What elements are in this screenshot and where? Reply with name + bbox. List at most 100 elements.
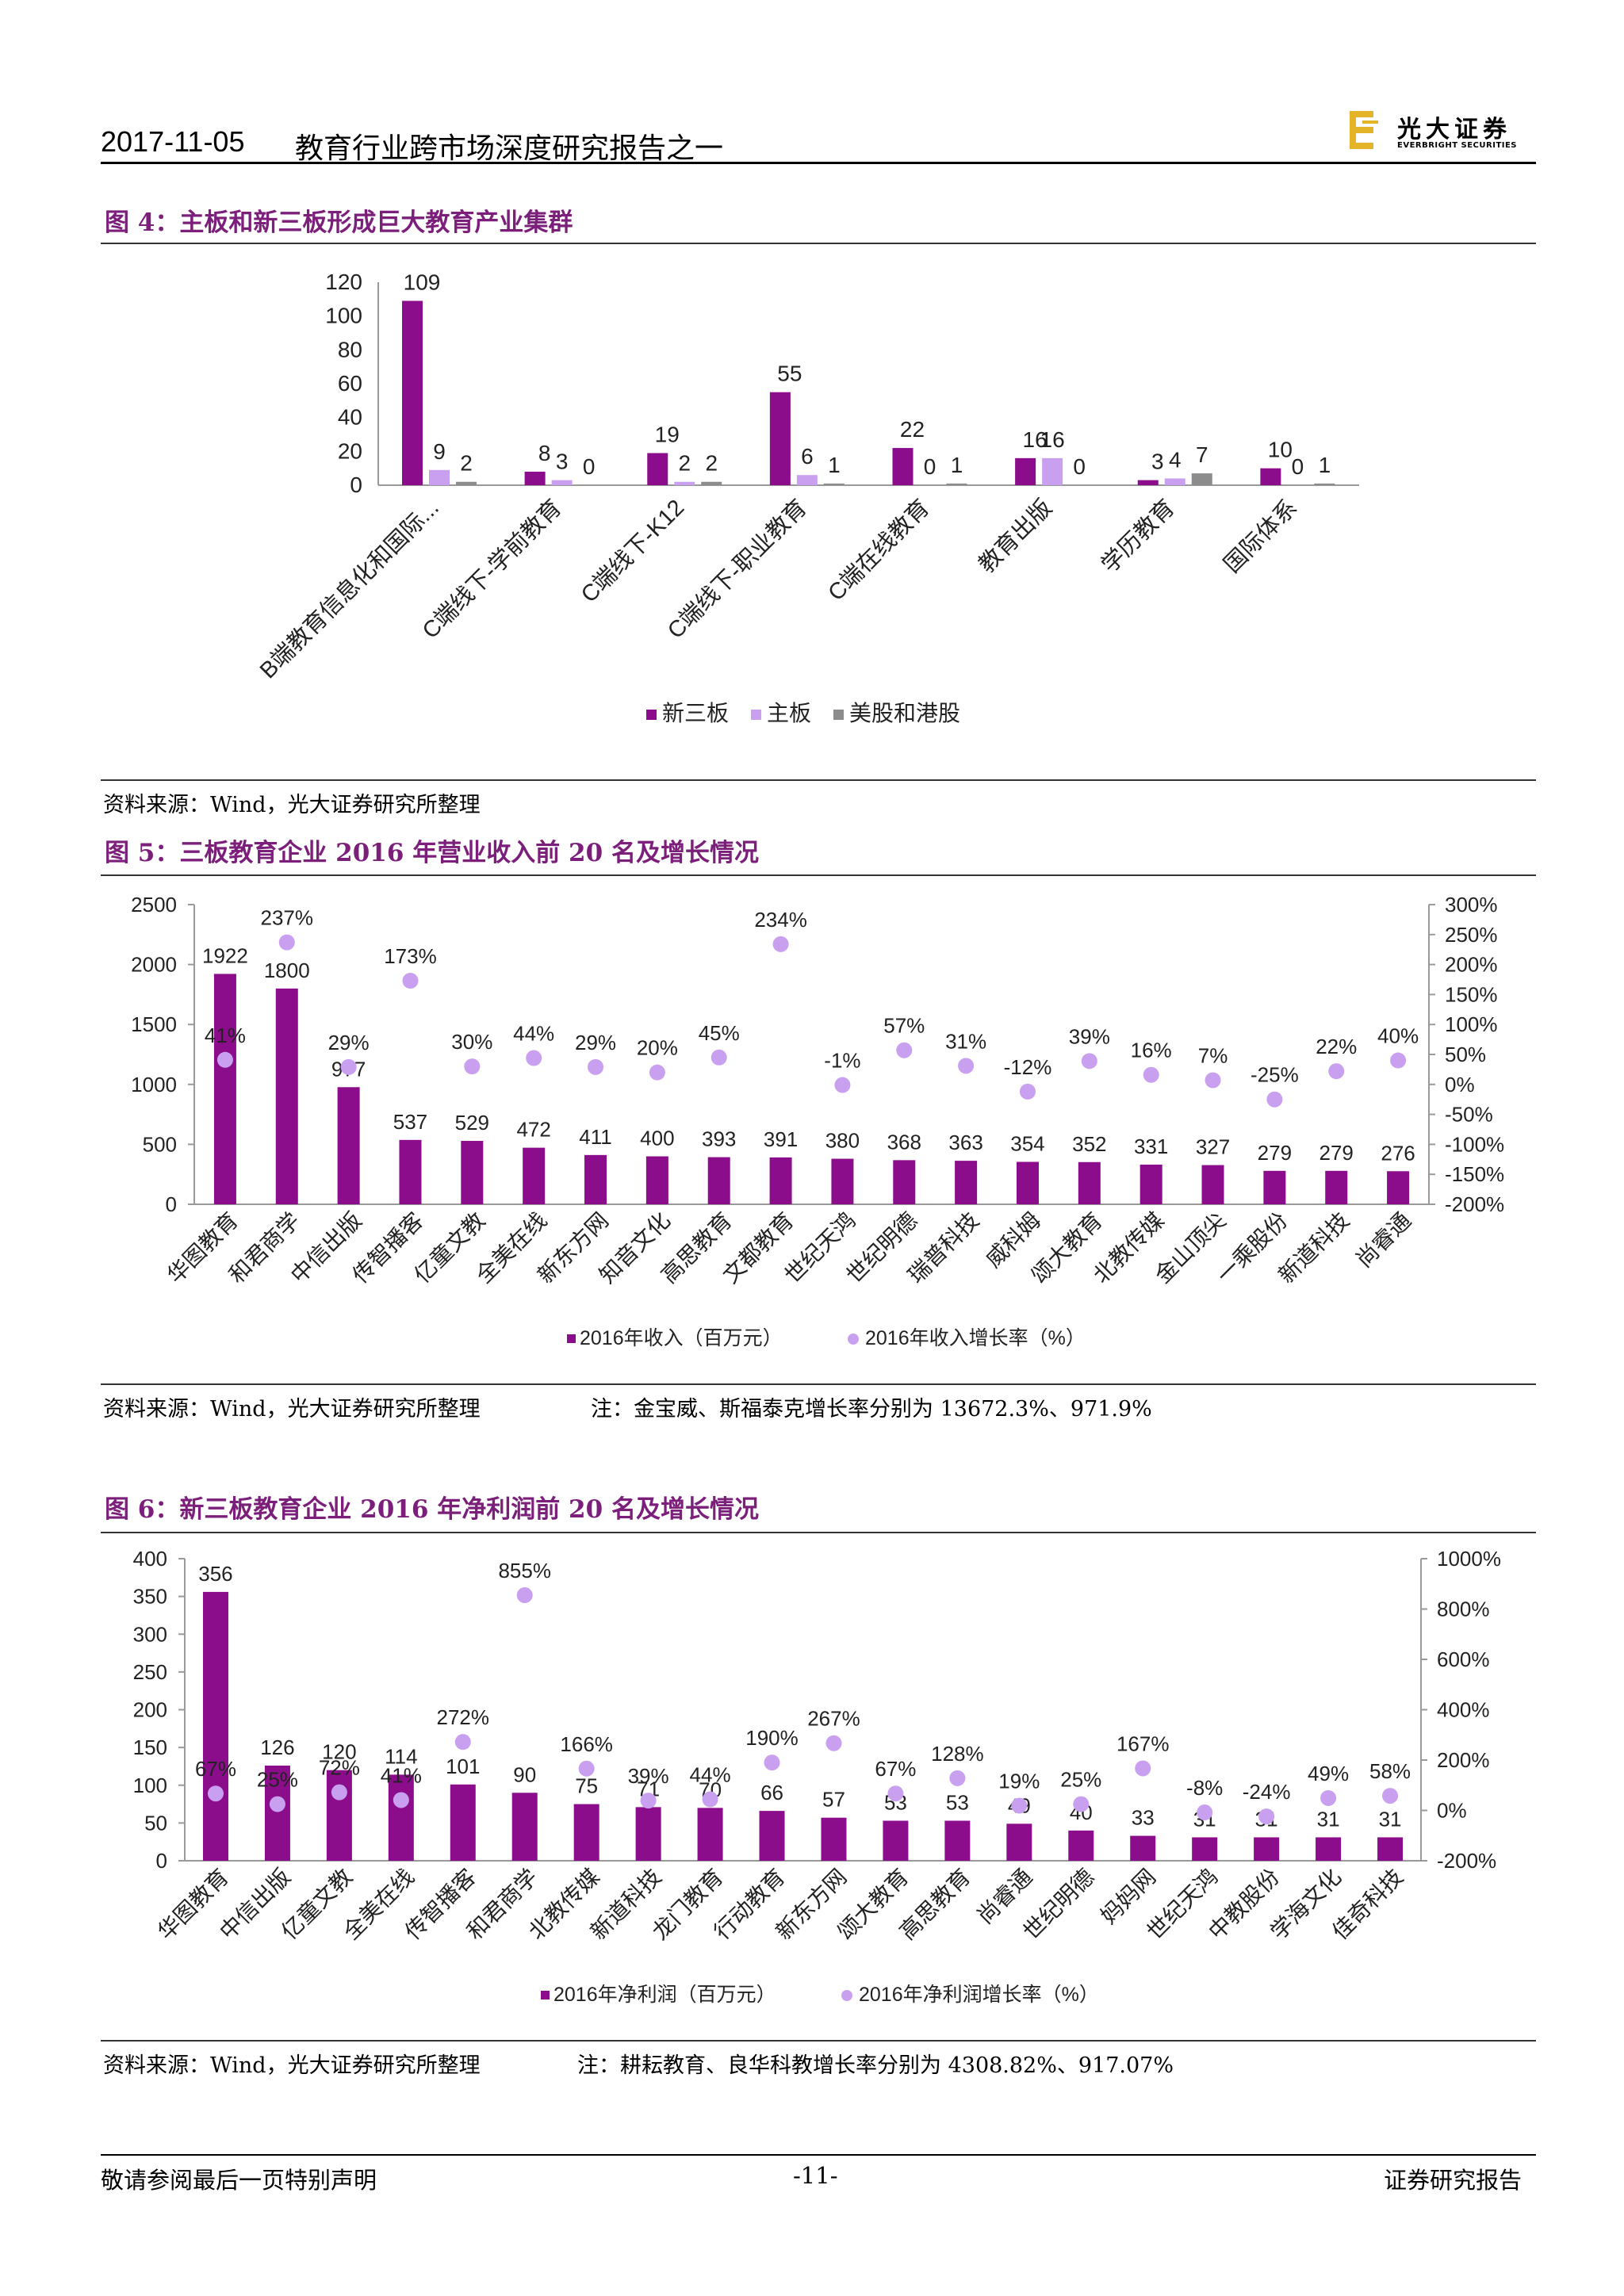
rate-point: [1073, 1796, 1090, 1812]
data-label: 0: [1073, 454, 1086, 479]
bar: [1260, 468, 1281, 485]
bar: [893, 1160, 916, 1204]
figure-6-top-rule: [101, 1532, 1536, 1533]
y-tick-label: 0: [156, 1849, 167, 1873]
rate-point: [207, 1785, 224, 1802]
rate-label: 128%: [931, 1742, 984, 1766]
x-tick-label: 尚睿通: [1351, 1207, 1415, 1272]
y2-tick-label: 50%: [1445, 1043, 1486, 1066]
data-label: 120: [322, 1740, 356, 1764]
rate-label: 67%: [195, 1757, 236, 1781]
figure-6-bottom-rule: [101, 2040, 1536, 2042]
rate-point: [1382, 1788, 1399, 1804]
rate-label: 44%: [513, 1022, 554, 1046]
y2-tick-label: 150%: [1445, 982, 1498, 1006]
rate-point: [1205, 1072, 1221, 1089]
rate-label: 190%: [745, 1726, 799, 1750]
y-tick-label: 300: [133, 1622, 167, 1646]
rate-point: [702, 1791, 718, 1808]
bar: [461, 1141, 484, 1204]
rate-point: [887, 1785, 904, 1802]
rate-point: [331, 1784, 347, 1800]
bar: [647, 453, 668, 485]
bar: [1316, 1837, 1342, 1861]
data-label: 2: [705, 451, 718, 476]
rate-point: [825, 1735, 842, 1751]
legend-swatch: [841, 1990, 852, 2001]
y-tick-label: 40: [338, 405, 362, 430]
rate-label: 237%: [261, 906, 314, 930]
bar: [769, 392, 791, 485]
x-tick-label: B端教育信息化和国际...: [255, 495, 444, 684]
legend-label: 2016年收入增长率（%）: [865, 1327, 1086, 1349]
rate-label: 29%: [328, 1031, 370, 1054]
rate-point: [1135, 1760, 1151, 1777]
bar: [946, 483, 967, 485]
rate-label: 16%: [1131, 1039, 1172, 1062]
y-tick-label: 120: [325, 270, 362, 294]
data-label: 8: [538, 441, 551, 465]
data-label: 472: [516, 1118, 550, 1142]
data-label: 16: [1023, 427, 1048, 452]
data-label: 400: [640, 1127, 674, 1150]
data-label: 9: [433, 439, 446, 464]
figure-5-bottom-rule: [101, 1383, 1536, 1385]
y2-tick-label: -150%: [1445, 1162, 1504, 1186]
rate-label: 20%: [637, 1036, 678, 1060]
y2-tick-label: -100%: [1445, 1132, 1504, 1156]
data-label: 354: [1010, 1131, 1044, 1155]
data-label: 31: [1379, 1807, 1402, 1831]
y-tick-label: 500: [143, 1132, 177, 1156]
data-label: 6: [801, 444, 814, 469]
bar: [402, 300, 423, 485]
rate-label: 44%: [690, 1763, 731, 1787]
y2-tick-label: 250%: [1445, 923, 1498, 947]
figure-5-chart: 0 500 1000 1500 2000 2500 -200% -150% -100% -50% 0…: [131, 893, 1504, 1349]
page-number: -11-: [793, 2162, 838, 2189]
rate-label: 41%: [205, 1024, 246, 1047]
bar: [892, 448, 914, 485]
data-label: 101: [446, 1755, 480, 1778]
legend-swatch: [646, 710, 657, 720]
bar: [955, 1161, 978, 1204]
data-label: 537: [393, 1110, 427, 1134]
rate-point: [269, 1796, 285, 1812]
rate-point: [216, 1051, 233, 1068]
rate-label: 167%: [1116, 1732, 1170, 1755]
rate-point: [278, 934, 295, 951]
legend-swatch: [848, 1334, 859, 1345]
bar: [883, 1820, 909, 1861]
rate-label: 855%: [498, 1559, 551, 1582]
data-label: 75: [575, 1774, 598, 1798]
logo-mark-icon: [1350, 111, 1378, 149]
data-label: 2: [460, 451, 473, 476]
data-label: 53: [946, 1791, 969, 1815]
data-label: 529: [455, 1111, 489, 1135]
data-label: 331: [1134, 1135, 1168, 1158]
data-label: 90: [513, 1762, 536, 1786]
legend-label: 2016年净利润（百万元）: [553, 1984, 776, 2006]
footer-rule: [101, 2154, 1536, 2156]
rate-label: 31%: [945, 1029, 986, 1053]
x-tick-label: 学历教育: [1096, 495, 1179, 578]
bar: [1078, 1161, 1101, 1204]
bar: [213, 974, 236, 1204]
data-label: 66: [760, 1781, 783, 1804]
rate-label: 39%: [1069, 1024, 1110, 1048]
rate-point: [526, 1050, 542, 1066]
report-date: 2017-11-05: [101, 125, 245, 158]
bar: [944, 1820, 971, 1861]
bar: [523, 1147, 546, 1204]
bar: [1015, 457, 1036, 485]
bar: [1042, 457, 1063, 485]
data-label: 393: [702, 1127, 736, 1151]
figure-5-title: 图 5：三板教育企业 2016 年营业收入前 20 名及增长情况: [105, 839, 759, 867]
data-label: 109: [404, 270, 441, 294]
data-label: 3: [1151, 450, 1164, 474]
y-tick-label: 400: [133, 1547, 167, 1571]
rate-label: 234%: [754, 908, 807, 932]
data-label: 10: [1268, 438, 1293, 462]
bar: [1137, 480, 1159, 485]
x-tick-label: 教育出版: [974, 495, 1057, 578]
data-label: 22: [900, 417, 925, 442]
